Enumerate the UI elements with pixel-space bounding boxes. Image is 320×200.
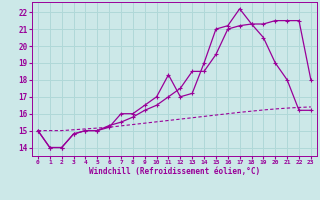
X-axis label: Windchill (Refroidissement éolien,°C): Windchill (Refroidissement éolien,°C) [89, 167, 260, 176]
